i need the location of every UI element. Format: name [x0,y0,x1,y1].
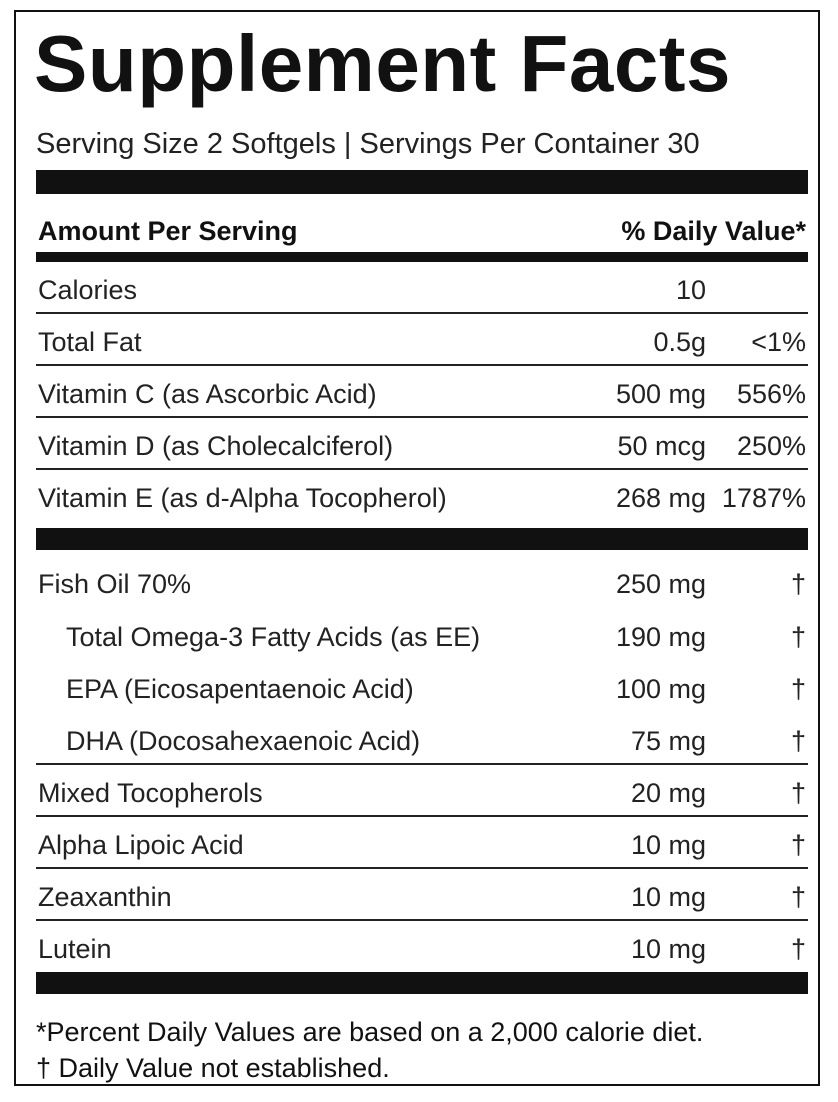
nutrient-name: Vitamin C (as Ascorbic Acid) [38,379,377,409]
ingredient-row: DHA (Docosahexaenoic Acid) 75 mg † [36,713,808,765]
row-divider [36,763,808,765]
dagger-mark: † [790,882,806,912]
ingredient-name: Zeaxanthin [38,882,172,912]
ingredient-name: Fish Oil 70% [38,569,192,599]
row-divider [36,815,808,817]
nutrient-row: Total Fat 0.5g <1% [36,314,808,366]
ingredient-amount: 250 mg [615,569,706,599]
row-divider [36,468,808,470]
ingredient-row: Lutein 10 mg † [36,921,808,973]
row-divider [36,919,808,921]
ingredient-row: Total Omega-3 Fatty Acids (as EE) 190 mg… [36,609,808,661]
dagger-mark: † [790,726,806,756]
amount-per-serving-header: Amount Per Serving [38,216,298,246]
nutrient-name: Vitamin D (as Cholecalciferol) [38,431,394,461]
nutrient-amount: 50 mcg [617,431,706,461]
nutrient-name: Calories [38,275,138,305]
nutrient-amount: 500 mg [615,379,706,409]
ingredient-amount: 75 mg [630,726,706,756]
nutrient-daily-value: 556% [736,379,806,409]
supplement-facts-panel: Supplement Facts Serving Size 2 Softgels… [14,10,820,1086]
panel-title: Supplement Facts [34,19,732,108]
ingredient-amount: 10 mg [630,934,706,964]
ingredient-name: Lutein [38,934,112,964]
row-divider [36,364,808,366]
row-divider [36,867,808,869]
nutrient-row: Calories 10 [36,262,808,314]
dagger-mark: † [790,934,806,964]
ingredient-name: DHA (Docosahexaenoic Acid) [66,726,421,756]
nutrient-daily-value: <1% [751,327,806,357]
dagger-mark: † [790,778,806,808]
ingredient-amount: 10 mg [630,882,706,912]
ingredient-name: Mixed Tocopherols [38,778,263,808]
ingredient-amount: 20 mg [630,778,706,808]
nutrient-daily-value: 1787% [721,483,806,513]
footnotes: *Percent Daily Values are based on a 2,0… [36,1014,816,1086]
ingredient-name: Total Omega-3 Fatty Acids (as EE) [66,622,481,652]
nutrient-name: Vitamin E (as d-Alpha Tocopherol) [38,483,447,513]
ingredient-row: EPA (Eicosapentaenoic Acid) 100 mg † [36,661,808,713]
dagger-mark: † [790,674,806,704]
thick-divider-bottom [36,972,808,994]
daily-value-footnote: *Percent Daily Values are based on a 2,0… [36,1017,704,1047]
thick-divider-middle [36,528,808,550]
dagger-mark: † [790,622,806,652]
ingredient-row: Mixed Tocopherols 20 mg † [36,765,808,817]
ingredient-row: Zeaxanthin 10 mg † [36,869,808,921]
dagger-mark: † [790,830,806,860]
nutrient-name: Total Fat [38,327,142,357]
daily-value-header: % Daily Value* [621,216,806,246]
ingredient-row: Fish Oil 70% 250 mg † [36,556,808,608]
nutrient-amount: 10 [675,275,706,305]
nutrient-amount: 0.5g [653,327,706,357]
ingredient-amount: 10 mg [630,830,706,860]
column-header-row: Amount Per Serving % Daily Value* [36,212,808,252]
ingredient-amount: 190 mg [615,622,706,652]
nutrient-daily-value: 250% [736,431,806,461]
dagger-mark: † [790,569,806,599]
ingredient-name: EPA (Eicosapentaenoic Acid) [66,674,414,704]
nutrient-row: Vitamin E (as d-Alpha Tocopherol) 268 mg… [36,470,808,522]
nutrient-row: Vitamin C (as Ascorbic Acid) 500 mg 556% [36,366,808,418]
row-divider [36,416,808,418]
thick-divider-top [36,170,808,194]
ingredient-amount: 100 mg [615,674,706,704]
row-divider [36,312,808,314]
medium-divider [36,252,808,262]
serving-info: Serving Size 2 Softgels | Servings Per C… [36,128,700,160]
ingredient-row: Alpha Lipoic Acid 10 mg † [36,817,808,869]
nutrient-row: Vitamin D (as Cholecalciferol) 50 mcg 25… [36,418,808,470]
not-established-footnote: † Daily Value not established. [36,1053,390,1083]
nutrient-amount: 268 mg [615,483,706,513]
ingredient-name: Alpha Lipoic Acid [38,830,244,860]
